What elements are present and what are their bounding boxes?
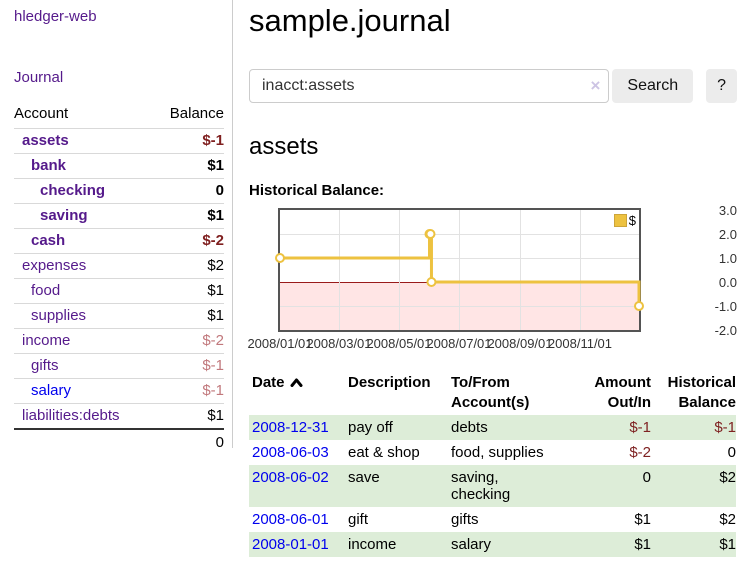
account-balance: 0 — [152, 178, 224, 204]
account-link[interactable]: assets — [22, 132, 69, 149]
account-balance: $-2 — [152, 228, 224, 254]
account-balance: $1 — [152, 203, 224, 229]
transaction-date-link[interactable]: 2008-06-03 — [252, 444, 329, 461]
register-header-row: Date Description To/From Account(s) Amou… — [249, 371, 736, 415]
sidebar: hledger-web Journal Account Balance asse… — [0, 0, 233, 455]
chart-plot-area: $ — [275, 208, 644, 332]
account-balance: $1 — [152, 303, 224, 329]
account-balance: $-1 — [152, 353, 224, 379]
legend-label: $ — [628, 213, 636, 228]
clear-search-icon[interactable]: × — [590, 76, 601, 95]
account-link[interactable]: cash — [31, 232, 66, 249]
transaction-balance: 0 — [727, 444, 736, 461]
account-link[interactable]: salary — [31, 382, 72, 399]
sort-ascending-icon — [290, 373, 303, 393]
search-form: × Search ? — [249, 69, 737, 103]
transaction-accounts: saving, checking — [451, 469, 511, 503]
column-header-amount: Amount Out/In — [594, 374, 651, 411]
transaction-amount: 0 — [642, 469, 651, 486]
account-link[interactable]: income — [22, 332, 71, 349]
account-link[interactable]: supplies — [31, 307, 87, 324]
account-row: saving $1 — [14, 203, 224, 229]
transaction-accounts: debts — [451, 419, 488, 436]
accounts-total-row: 0 — [14, 428, 224, 455]
transaction-accounts: gifts — [451, 511, 479, 528]
account-balance: $1 — [152, 403, 224, 429]
transaction-description: income — [348, 536, 397, 553]
transaction-row: 2008-06-03 eat & shop food, supplies $-2… — [249, 440, 736, 465]
account-row: cash $-2 — [14, 228, 224, 254]
transaction-balance: $-1 — [714, 419, 736, 436]
chart-title: Historical Balance: — [249, 182, 385, 199]
register-table-body: 2008-12-31 pay off debts $-1 $-1 2008-06… — [249, 415, 736, 557]
legend-swatch-icon — [613, 214, 627, 227]
historical-balance-chart: 3.0 2.0 1.0 0.0 -1.0 -2.0 $ 2008/01/01 2008/03… — [247, 203, 737, 351]
brand-link[interactable]: hledger-web — [14, 8, 97, 25]
sidebar-item-journal[interactable]: Journal — [14, 69, 64, 86]
account-row: checking 0 — [14, 178, 224, 204]
account-row: bank $1 — [14, 153, 224, 179]
accounts-table: Account Balance assets $-1 bank $1 check… — [14, 101, 224, 455]
account-link[interactable]: liabilities:debts — [22, 407, 120, 424]
accounts-total-value: 0 — [152, 428, 224, 455]
account-row: assets $-1 — [14, 128, 224, 154]
transaction-row: 2008-06-02 save saving, checking 0 $2 — [249, 465, 736, 507]
transaction-balance: $1 — [719, 536, 736, 553]
transaction-amount: $1 — [634, 536, 651, 553]
transaction-row: 2008-12-31 pay off debts $-1 $-1 — [249, 415, 736, 440]
transaction-description: save — [348, 469, 380, 486]
main-content: sample.journal × Search ? assets Histori… — [233, 0, 742, 557]
transaction-amount: $1 — [634, 511, 651, 528]
transaction-date-link[interactable]: 2008-12-31 — [252, 419, 329, 436]
account-balance: $2 — [152, 253, 224, 279]
account-row: food $1 — [14, 278, 224, 304]
account-link[interactable]: expenses — [22, 257, 87, 274]
account-balance: $1 — [152, 153, 224, 179]
transaction-description: eat & shop — [348, 444, 420, 461]
account-row: salary $-1 — [14, 378, 224, 404]
account-link[interactable]: gifts — [31, 357, 59, 374]
account-balance: $1 — [152, 278, 224, 304]
account-row: expenses $2 — [14, 253, 224, 279]
account-row: income $-2 — [14, 328, 224, 354]
account-row: gifts $-1 — [14, 353, 224, 379]
transaction-date-link[interactable]: 2008-06-01 — [252, 511, 329, 528]
column-header-accounts: To/From Account(s) — [451, 374, 530, 411]
transaction-accounts: salary — [451, 536, 492, 553]
search-input[interactable] — [249, 69, 610, 103]
accounts-header-balance: Balance — [169, 105, 224, 122]
transaction-row: 2008-01-01 income salary $1 $1 — [249, 532, 736, 557]
column-header-date[interactable]: Date — [249, 371, 348, 415]
account-link[interactable]: checking — [40, 182, 106, 199]
transaction-accounts: food, supplies — [451, 444, 544, 461]
transaction-description: pay off — [348, 419, 393, 436]
search-button[interactable]: Search — [612, 69, 694, 103]
account-link[interactable]: saving — [40, 207, 88, 224]
transaction-balance: $2 — [719, 511, 736, 528]
transaction-row: 2008-06-01 gift gifts $1 $2 — [249, 507, 736, 532]
page: hledger-web Journal Account Balance asse… — [0, 0, 742, 557]
transaction-date-link[interactable]: 2008-06-02 — [252, 469, 329, 486]
account-row: liabilities:debts $1 — [14, 403, 224, 429]
account-balance: $-1 — [152, 128, 224, 154]
account-balance: $-1 — [152, 378, 224, 404]
register-table: Date Description To/From Account(s) Amou… — [249, 371, 736, 557]
account-link[interactable]: food — [31, 282, 61, 299]
account-heading: assets — [249, 133, 319, 160]
column-header-balance: Historical Balance — [667, 374, 736, 411]
account-row: supplies $1 — [14, 303, 224, 329]
accounts-header-account: Account — [14, 105, 69, 122]
accounts-table-body: assets $-1 bank $1 checking 0 saving $1 … — [14, 128, 224, 429]
account-balance: $-2 — [152, 328, 224, 354]
transaction-balance: $2 — [719, 469, 736, 486]
chart-legend: $ — [613, 213, 636, 228]
help-button[interactable]: ? — [706, 69, 737, 103]
transaction-date-link[interactable]: 2008-01-01 — [252, 536, 329, 553]
transaction-description: gift — [348, 511, 369, 528]
column-header-description: Description — [348, 374, 431, 391]
transaction-amount: $-2 — [629, 444, 651, 461]
account-link[interactable]: bank — [31, 157, 67, 174]
transaction-amount: $-1 — [629, 419, 651, 436]
page-title: sample.journal — [249, 3, 451, 38]
